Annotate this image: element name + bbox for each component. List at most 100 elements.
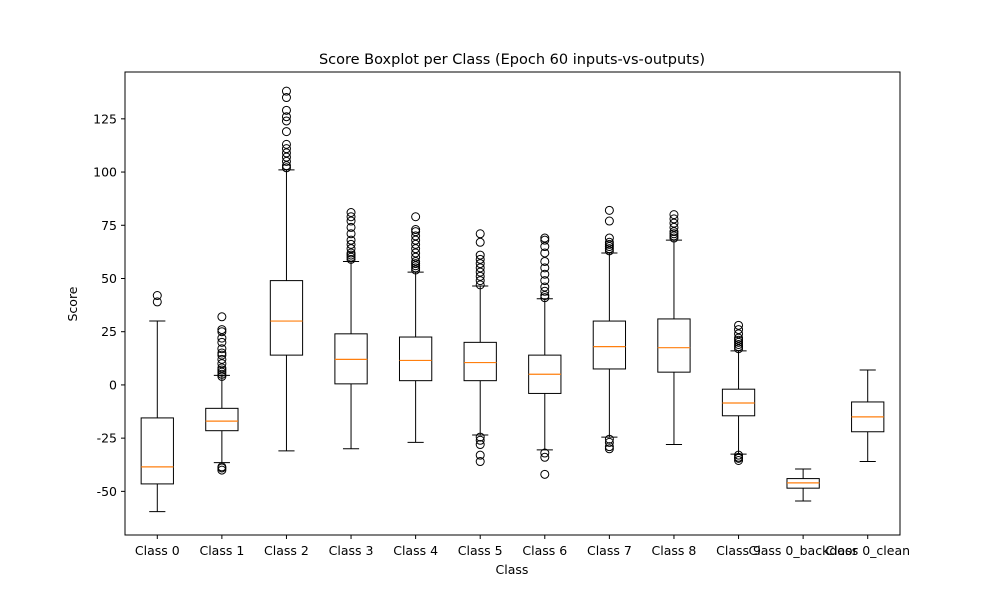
iqr-box — [269, 280, 304, 356]
box-class-9 — [721, 320, 756, 465]
flier-point — [540, 256, 550, 266]
flier-point — [346, 229, 356, 239]
flier-point — [475, 267, 485, 277]
flier-point — [475, 435, 485, 445]
flier-point — [217, 367, 227, 377]
flier-point — [475, 440, 485, 450]
box-class-0-backdoor — [786, 468, 820, 502]
flier-point — [604, 444, 614, 454]
flier-point — [604, 437, 614, 447]
flier-point — [540, 293, 550, 303]
flier-point — [346, 216, 356, 226]
y-tick-label: 75 — [101, 218, 117, 233]
flier-point — [540, 452, 550, 462]
iqr-box — [205, 407, 239, 432]
flier-point — [217, 365, 227, 375]
flier-point — [734, 325, 744, 335]
x-tick-label: Class 6 — [522, 543, 567, 558]
flier-point — [475, 271, 485, 281]
flier-point — [475, 450, 485, 460]
flier-point — [734, 329, 744, 339]
flier-point — [475, 432, 485, 442]
flier-point — [734, 335, 744, 345]
box-class-4 — [398, 212, 433, 443]
flier-point — [411, 252, 421, 262]
flier-point — [669, 227, 679, 237]
x-tick-label: Class 0_clean — [825, 543, 910, 558]
flier-point — [604, 216, 614, 226]
flier-point — [217, 312, 227, 322]
flier-point — [604, 239, 614, 249]
flier-point — [475, 259, 485, 269]
x-tick-label: Class 3 — [329, 543, 374, 558]
flier-point — [475, 254, 485, 264]
flier-point — [540, 263, 550, 273]
flier-point — [604, 442, 614, 452]
flier-point — [540, 448, 550, 458]
flier-point — [734, 339, 744, 349]
flier-point — [475, 229, 485, 239]
flier-point — [604, 205, 614, 215]
flier-point — [669, 218, 679, 228]
flier-point — [475, 263, 485, 273]
x-tick-label: Class 5 — [458, 543, 503, 558]
flier-point — [669, 233, 679, 243]
flier-point — [346, 254, 356, 264]
flier-point — [217, 344, 227, 354]
x-tick-label: Class 7 — [587, 543, 632, 558]
flier-point — [411, 244, 421, 254]
x-tick-label: Class 2 — [264, 543, 309, 558]
x-tick-label: Class 4 — [393, 543, 438, 558]
flier-point — [604, 246, 614, 256]
flier-point — [540, 276, 550, 286]
flier-point — [346, 244, 356, 254]
flier-point — [217, 333, 227, 343]
flier-point — [217, 337, 227, 347]
flier-point — [540, 233, 550, 243]
flier-point — [669, 231, 679, 241]
flier-point — [475, 237, 485, 247]
flier-point — [475, 250, 485, 260]
flier-point — [540, 291, 550, 301]
flier-point — [281, 127, 291, 137]
flier-point — [346, 248, 356, 258]
flier-point — [346, 250, 356, 260]
flier-point — [411, 225, 421, 235]
flier-point — [604, 244, 614, 254]
flier-point — [540, 286, 550, 296]
box-class-7 — [592, 205, 627, 454]
flier-point — [540, 269, 550, 279]
flier-point — [540, 242, 550, 252]
flier-point — [217, 369, 227, 379]
flier-point — [669, 214, 679, 224]
flier-point — [346, 212, 356, 222]
flier-point — [411, 256, 421, 266]
flier-point — [734, 344, 744, 354]
flier-point — [604, 233, 614, 243]
flier-point — [217, 371, 227, 381]
iqr-box — [463, 341, 497, 382]
flier-point — [281, 105, 291, 115]
x-tick-label: Class 8 — [652, 543, 697, 558]
flier-point — [217, 354, 227, 364]
flier-point — [734, 342, 744, 352]
flier-point — [281, 86, 291, 96]
plot-frame — [124, 71, 901, 536]
flier-point — [475, 280, 485, 290]
flier-point — [475, 276, 485, 286]
flier-point — [411, 212, 421, 222]
flier-point — [411, 239, 421, 249]
flier-point — [411, 248, 421, 258]
x-tick-label: Class 0 — [135, 543, 180, 558]
box-class-8 — [657, 210, 691, 446]
flier-point — [281, 116, 291, 126]
flier-point — [734, 333, 744, 343]
flier-point — [346, 207, 356, 217]
x-tick-label: Class 0_backdoor — [749, 543, 859, 558]
flier-point — [411, 227, 421, 237]
y-tick-label: 125 — [93, 111, 117, 126]
flier-point — [281, 156, 291, 166]
flier-point — [540, 469, 550, 479]
y-tick-label: 100 — [93, 165, 117, 180]
